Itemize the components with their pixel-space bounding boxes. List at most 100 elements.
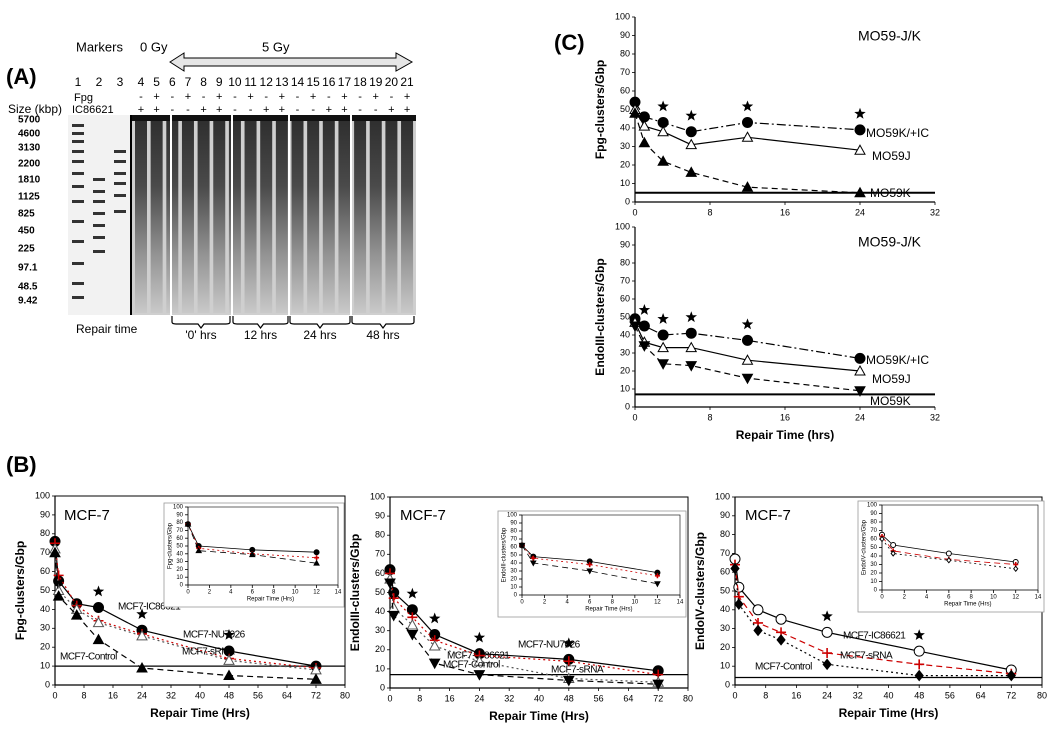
ladder-band	[72, 220, 84, 223]
y-tick-label: 90	[510, 521, 517, 527]
fpg-sign: -	[233, 91, 237, 103]
lane-smear	[338, 118, 351, 313]
size-tick: 1125	[18, 192, 40, 203]
x-tick-label: 8	[707, 207, 712, 217]
x-tick-label: 16	[791, 690, 801, 700]
series-line	[521, 545, 658, 585]
y-tick-label: 80	[620, 257, 630, 267]
data-point	[730, 562, 740, 575]
data-point	[223, 669, 235, 681]
y-tick-label: 10	[510, 585, 517, 591]
y-axis-label: EndoIII-clusters/Gbp	[593, 258, 607, 375]
y-tick-label: 30	[870, 562, 877, 568]
y-tick-label: 100	[370, 491, 385, 501]
data-point	[652, 679, 665, 691]
y-tick-label: 40	[870, 554, 877, 560]
ic-sign: +	[341, 104, 347, 116]
data-point	[473, 670, 486, 681]
well-band	[132, 115, 416, 121]
x-tick-label: 56	[253, 690, 263, 700]
x-tick-label: 40	[195, 690, 205, 700]
data-point	[1006, 669, 1016, 682]
lane-smear	[213, 118, 226, 313]
x-tick-label: 8	[707, 412, 712, 422]
data-point	[685, 166, 698, 177]
data-point	[741, 354, 754, 365]
x-tick-label: 80	[1037, 690, 1047, 700]
x-tick-label: 0	[186, 590, 190, 596]
significance-star	[136, 608, 148, 619]
lane-number: 7	[185, 75, 192, 89]
lane-smear	[260, 118, 273, 313]
fpg-sign: -	[139, 91, 143, 103]
time-bracket	[289, 316, 351, 329]
x-tick-label: 72	[1006, 690, 1016, 700]
fpg-sign: +	[185, 91, 191, 103]
significance-star	[821, 610, 833, 622]
series-label: MO59K	[870, 394, 911, 408]
lane-number: 20	[385, 75, 399, 89]
x-tick-label: 64	[282, 690, 292, 700]
y-tick-label: 80	[720, 529, 730, 539]
series-label: MCF7-NU7026	[518, 640, 581, 651]
y-tick-label: 40	[620, 122, 630, 132]
panel-label: (B)	[6, 452, 37, 477]
data-point	[753, 624, 763, 637]
series-label: MO59J	[872, 149, 911, 163]
significance-star	[685, 311, 697, 323]
y-tick-label: 60	[620, 293, 630, 303]
series-line	[634, 322, 861, 372]
lane-smear	[385, 118, 398, 313]
significance-star	[741, 100, 754, 112]
y-tick-label: 50	[510, 553, 517, 559]
series-label: MO59J	[872, 372, 911, 386]
lane-number: 4	[138, 75, 145, 89]
time-label: '0' hrs	[185, 328, 216, 342]
lane-number: 6	[169, 75, 176, 89]
data-point	[914, 669, 924, 682]
x-tick-label: 16	[108, 690, 118, 700]
fpg-sign: +	[373, 91, 379, 103]
x-tick-label: 16	[780, 412, 790, 422]
y-tick-label: 80	[620, 48, 630, 58]
x-tick-label: 24	[137, 690, 147, 700]
x-tick-label: 10	[632, 600, 639, 606]
data-point	[136, 629, 148, 641]
significance-star	[854, 107, 866, 119]
fpg-sign: +	[153, 91, 159, 103]
lane-smear	[135, 118, 147, 313]
series-label: MCF7-sRNA	[551, 665, 604, 676]
x-tick-label: 24	[855, 207, 865, 217]
series-label: MCF7-Control	[60, 652, 117, 663]
data-point	[314, 555, 320, 561]
x-tick-label: 2	[903, 595, 907, 601]
ic-sign: -	[358, 104, 362, 116]
y-axis-label: EndoIV-clusters/Gbp	[862, 519, 868, 575]
data-point	[742, 334, 753, 346]
lane-smear	[197, 118, 210, 313]
data-point	[685, 361, 698, 372]
y-tick-label: 100	[867, 503, 878, 509]
significance-star	[638, 304, 651, 315]
ic-sign: -	[233, 104, 237, 116]
series-label: MCF7-sRNA	[182, 647, 235, 658]
data-point	[530, 555, 536, 561]
x-tick-label: 4	[925, 595, 929, 601]
data-point	[752, 604, 764, 616]
lane-number: 3	[117, 75, 124, 89]
size-tick: 825	[18, 209, 35, 220]
data-point	[741, 131, 754, 142]
series-line	[881, 538, 1016, 570]
y-tick-label: 80	[375, 530, 385, 540]
series-label: MCF7-Control	[755, 662, 812, 673]
repair-time-label: Repair time	[76, 322, 138, 336]
x-tick-label: 32	[930, 412, 940, 422]
lane-smear	[275, 118, 288, 313]
x-axis-label: Repair Time (Hrs)	[585, 607, 632, 613]
data-point	[638, 320, 650, 332]
y-tick-label: 50	[720, 585, 730, 595]
y-tick-label: 60	[870, 537, 877, 543]
data-point	[854, 386, 866, 397]
ladder-band	[93, 212, 105, 215]
data-point	[685, 341, 698, 353]
